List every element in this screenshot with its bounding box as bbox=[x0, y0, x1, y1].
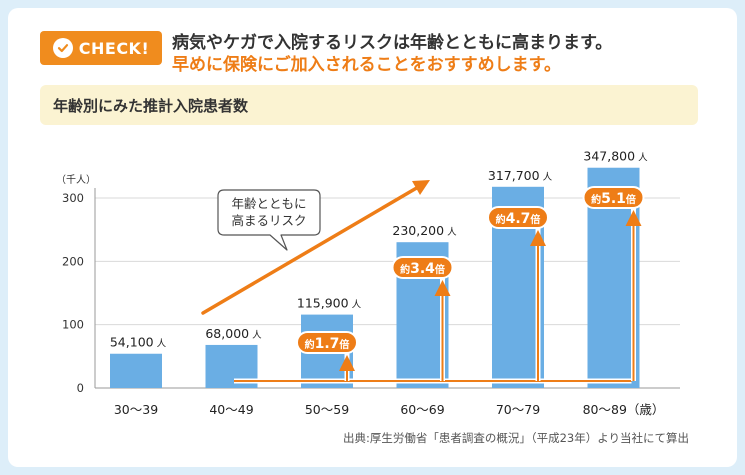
trend-callout-bubble bbox=[217, 189, 321, 251]
value-label: 115,900 人 bbox=[297, 296, 362, 311]
multiplier-label: 約5.1倍 bbox=[591, 191, 636, 207]
y-tick-label: 0 bbox=[77, 381, 84, 395]
multiplier-badge bbox=[296, 331, 358, 354]
y-tick-label: 100 bbox=[62, 318, 84, 332]
trend-arrowhead bbox=[412, 180, 430, 195]
category-label: 40～49 bbox=[209, 402, 253, 417]
y-tick-label: 200 bbox=[62, 254, 84, 268]
source-note: 出典:厚生労働省「患者調査の概況」（平成23年）より当社にて算出 bbox=[342, 431, 689, 445]
trend-arrow-line bbox=[201, 184, 422, 315]
value-label: 68,000 人 bbox=[205, 326, 262, 341]
y-tick-label: 300 bbox=[62, 191, 84, 205]
y-unit-label: （千人） bbox=[56, 174, 96, 186]
category-label: 70～79 bbox=[496, 402, 540, 417]
value-label: 347,800 人 bbox=[583, 149, 648, 164]
trend-callout-text: 年齢とともに bbox=[231, 196, 306, 211]
value-label: 230,200 人 bbox=[392, 223, 457, 238]
multiplier-label: 約4.7倍 bbox=[496, 211, 541, 227]
category-label: 30～39 bbox=[114, 402, 158, 417]
headline-recommendation: 早めに保険にご加入されることをおすすめします。 bbox=[172, 55, 561, 75]
value-label: 54,100 人 bbox=[110, 335, 167, 350]
category-label: 60～69 bbox=[400, 402, 444, 417]
category-label: 50～59 bbox=[305, 402, 349, 417]
multiplier-label: 約1.7倍 bbox=[305, 336, 350, 352]
bar bbox=[110, 353, 162, 388]
value-label: 317,700 人 bbox=[488, 168, 553, 183]
multiplier-label: 約3.4倍 bbox=[400, 261, 445, 277]
multiplier-badge bbox=[582, 186, 645, 209]
multiplier-badge bbox=[391, 256, 454, 279]
chart-title: 年齢別にみた推計入院患者数 bbox=[53, 97, 249, 115]
trend-callout-text: 高まるリスク bbox=[231, 213, 306, 228]
category-label: 80～89（歳） bbox=[583, 402, 665, 417]
multiplier-badge bbox=[487, 206, 549, 229]
headline-risk: 病気やケガで入院するリスクは年齢とともに高まります。 bbox=[172, 33, 613, 53]
check-icon bbox=[52, 38, 73, 58]
check-badge: CHECK! bbox=[40, 31, 162, 65]
check-label: CHECK! bbox=[78, 38, 150, 58]
chart-title-bar: 年齢別にみた推計入院患者数 bbox=[40, 85, 698, 125]
